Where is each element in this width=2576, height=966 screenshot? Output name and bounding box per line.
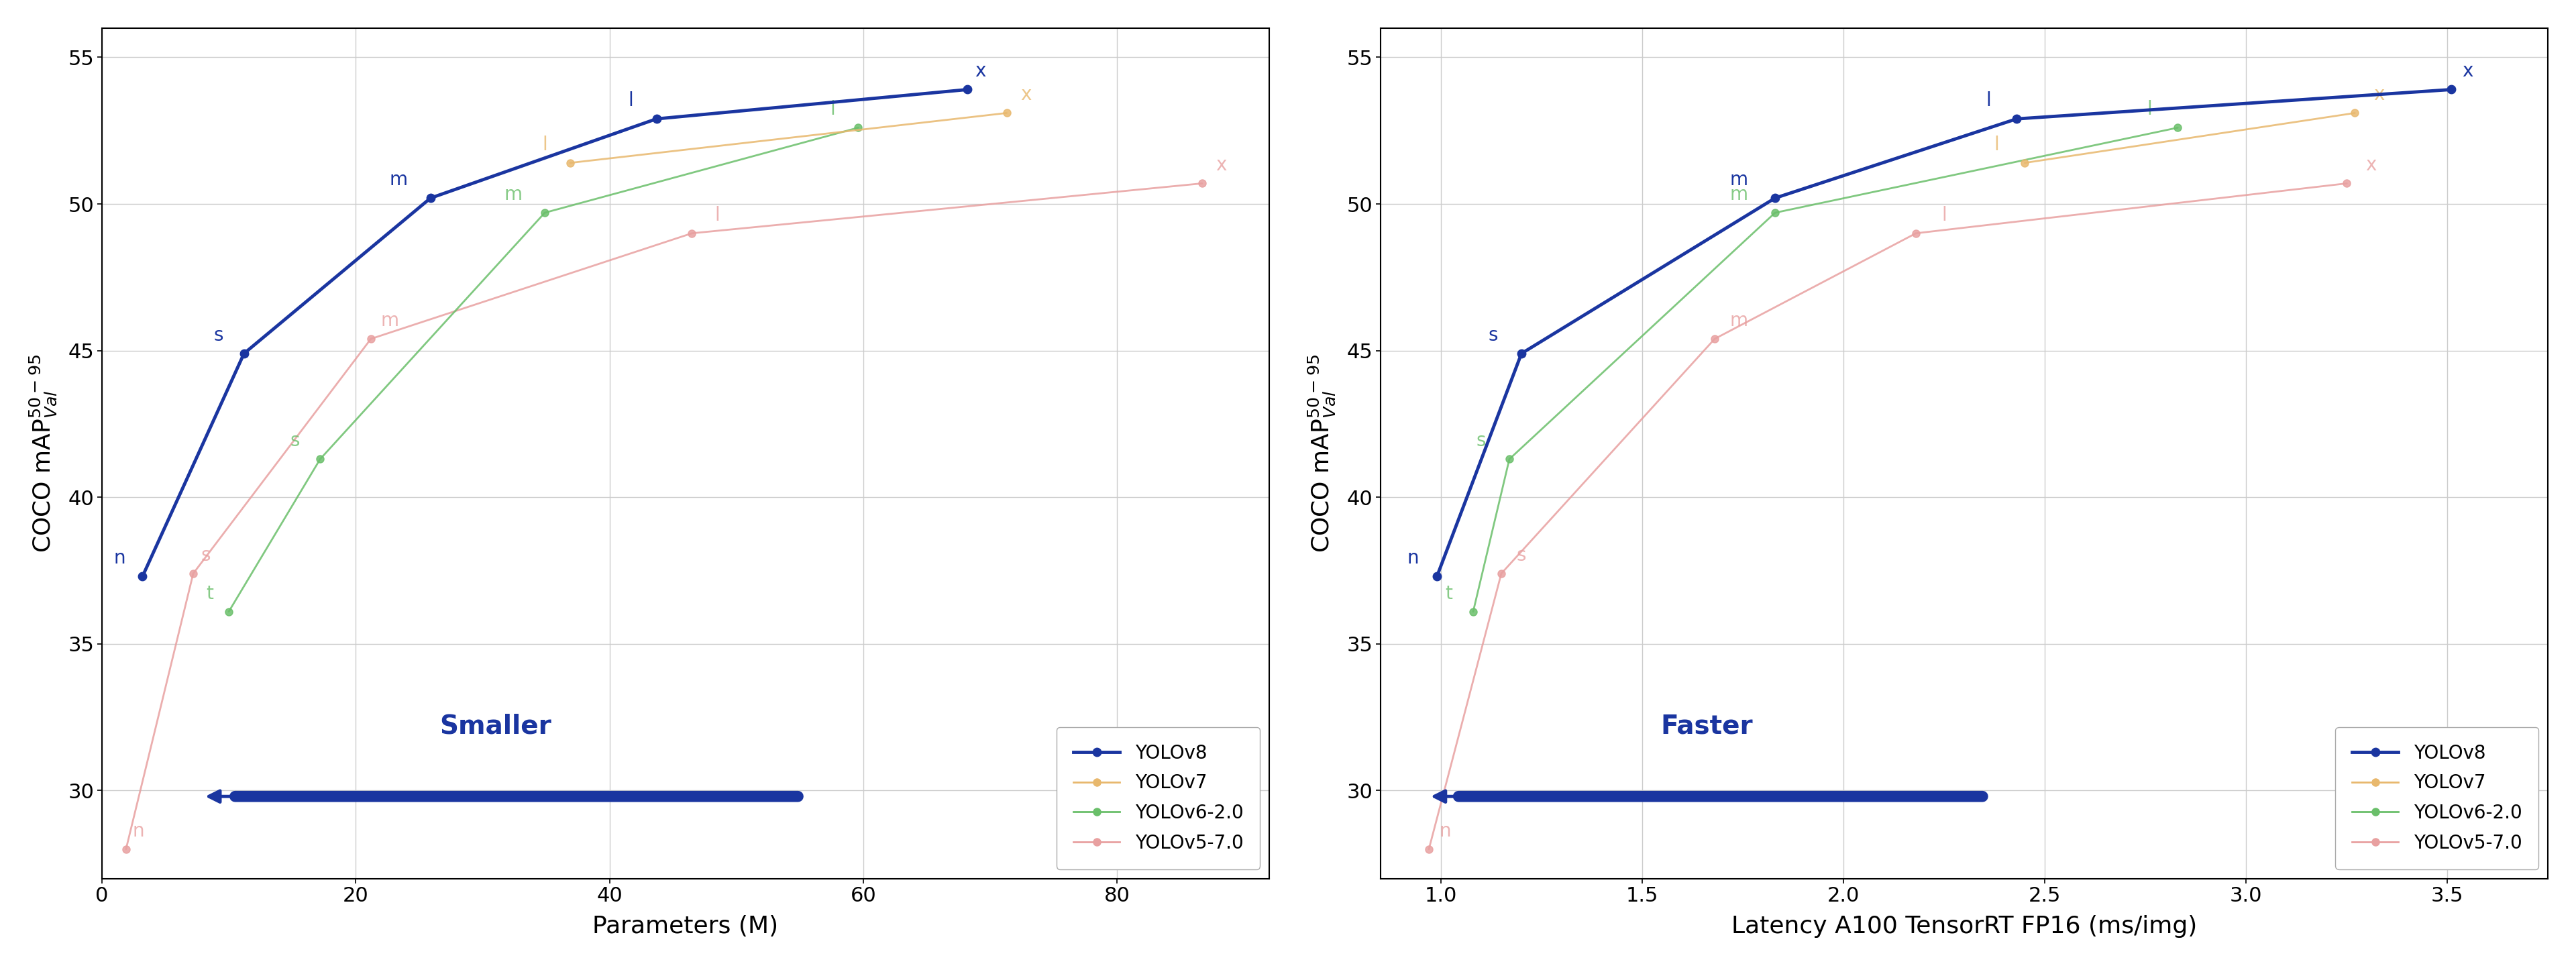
Text: l: l: [714, 206, 719, 224]
YOLOv6-2.0: [304, 453, 335, 465]
Line: YOLOv7: YOLOv7: [567, 109, 1010, 166]
YOLOv8: [2437, 84, 2468, 96]
YOLOv6-2.0: [2161, 122, 2192, 133]
YOLOv6-2.0: [1759, 207, 1790, 218]
Line: YOLOv6-2.0: YOLOv6-2.0: [224, 124, 863, 615]
YOLOv6-2.0: [528, 207, 559, 218]
YOLOv6-2.0: [842, 122, 873, 133]
YOLOv7: [992, 107, 1023, 119]
YOLOv6-2.0: [1494, 453, 1525, 465]
Text: x: x: [1216, 156, 1226, 175]
YOLOv8: [126, 571, 157, 582]
Text: l: l: [2146, 100, 2151, 119]
Text: m: m: [389, 170, 407, 189]
YOLOv8: [415, 192, 446, 204]
Line: YOLOv8: YOLOv8: [1432, 85, 2455, 581]
Text: x: x: [2372, 85, 2385, 104]
Text: n: n: [1440, 822, 1450, 840]
Text: m: m: [505, 185, 523, 204]
YOLOv8: [953, 84, 984, 96]
Text: x: x: [974, 62, 987, 81]
Line: YOLOv8: YOLOv8: [139, 85, 971, 581]
Text: n: n: [134, 822, 144, 840]
Text: s: s: [1489, 326, 1499, 345]
Text: Smaller: Smaller: [440, 713, 551, 739]
YOLOv6-2.0: [1458, 606, 1489, 617]
Y-axis label: COCO mAP$^{50-95}_{Val}$: COCO mAP$^{50-95}_{Val}$: [28, 354, 59, 553]
Legend: YOLOv8, YOLOv7, YOLOv6-2.0, YOLOv5-7.0: YOLOv8, YOLOv7, YOLOv6-2.0, YOLOv5-7.0: [2336, 727, 2540, 869]
Text: x: x: [2365, 156, 2378, 175]
Line: YOLOv5-7.0: YOLOv5-7.0: [121, 180, 1206, 853]
YOLOv5-7.0: [178, 568, 209, 580]
YOLOv8: [2002, 113, 2032, 125]
Text: l: l: [1942, 206, 1947, 224]
X-axis label: Latency A100 TensorRT FP16 (ms/img): Latency A100 TensorRT FP16 (ms/img): [1731, 915, 2197, 938]
Y-axis label: COCO mAP$^{50-95}_{Val}$: COCO mAP$^{50-95}_{Val}$: [1306, 354, 1337, 553]
YOLOv5-7.0: [111, 843, 142, 855]
YOLOv5-7.0: [1486, 568, 1517, 580]
Text: t: t: [206, 584, 214, 603]
YOLOv8: [1507, 348, 1538, 359]
YOLOv5-7.0: [1901, 227, 1932, 239]
Line: YOLOv7: YOLOv7: [2022, 109, 2360, 166]
Line: YOLOv5-7.0: YOLOv5-7.0: [1425, 180, 2349, 853]
Text: s: s: [1517, 546, 1528, 565]
Text: m: m: [1728, 311, 1749, 330]
Text: x: x: [1020, 85, 1030, 104]
YOLOv8: [1759, 192, 1790, 204]
Text: t: t: [1445, 584, 1453, 603]
YOLOv8: [641, 113, 672, 125]
YOLOv5-7.0: [355, 333, 386, 345]
Text: s: s: [1476, 432, 1486, 450]
YOLOv7: [554, 157, 585, 169]
Text: x: x: [2463, 62, 2473, 81]
YOLOv8: [229, 348, 260, 359]
Text: l: l: [1986, 92, 1991, 110]
Text: l: l: [829, 100, 835, 119]
YOLOv6-2.0: [214, 606, 245, 617]
Text: s: s: [201, 546, 211, 565]
Text: s: s: [291, 432, 299, 450]
YOLOv5-7.0: [2331, 178, 2362, 189]
Text: m: m: [1728, 170, 1749, 189]
YOLOv5-7.0: [1414, 843, 1445, 855]
Text: l: l: [629, 92, 634, 110]
X-axis label: Parameters (M): Parameters (M): [592, 915, 778, 938]
YOLOv5-7.0: [1188, 178, 1218, 189]
YOLOv5-7.0: [677, 227, 708, 239]
Line: YOLOv6-2.0: YOLOv6-2.0: [1468, 124, 2182, 615]
Text: Faster: Faster: [1662, 713, 1752, 739]
YOLOv7: [2339, 107, 2370, 119]
Text: l: l: [1994, 135, 1999, 154]
Text: s: s: [214, 326, 224, 345]
Text: l: l: [541, 135, 546, 154]
Text: n: n: [1406, 549, 1419, 568]
Text: n: n: [113, 549, 126, 568]
Text: m: m: [1728, 185, 1749, 204]
YOLOv7: [2009, 157, 2040, 169]
YOLOv5-7.0: [1700, 333, 1731, 345]
Text: m: m: [381, 311, 399, 330]
YOLOv8: [1422, 571, 1453, 582]
Legend: YOLOv8, YOLOv7, YOLOv6-2.0, YOLOv5-7.0: YOLOv8, YOLOv7, YOLOv6-2.0, YOLOv5-7.0: [1056, 727, 1260, 869]
